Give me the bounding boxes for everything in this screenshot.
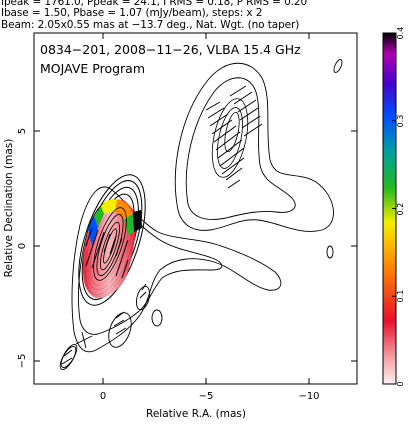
y-axis-label: Relative Declination (mas) [3, 139, 15, 278]
x-tick-label: −5 [199, 391, 214, 402]
evpa-vectors [61, 85, 263, 365]
colorbar-label: 0 [396, 381, 405, 386]
y-tick-label: −5 [17, 354, 28, 369]
colorbar-label: 0.4 [396, 27, 405, 40]
colorbar-label: 0.1 [396, 290, 405, 303]
y-tick-label: 0 [17, 243, 28, 249]
x-tick-label: −10 [298, 391, 319, 402]
y-tick-label: 5 [17, 128, 28, 134]
x-tick-label: 0 [100, 391, 106, 402]
axis-ticks [34, 33, 357, 384]
plot-subtitle: MOJAVE Program [40, 61, 145, 76]
plot-frame [33, 32, 358, 385]
header-line-3: Beam: 2.05x0.55 mas at −13.7 deg., Nat. … [1, 19, 300, 31]
colorbar-ticks [392, 32, 396, 385]
restoring-beam [60, 331, 93, 368]
colorbar-label: 0.2 [396, 203, 405, 216]
header-line-1: Ipeak = 1761.0, Ppeak = 24.1, I RMS = 0.… [1, 0, 308, 8]
header-line-2: Ibase = 1.50, Pbase = 1.07 (mJy/beam), s… [1, 7, 263, 19]
colorbar-label: 0.3 [396, 115, 405, 128]
jet-knot-contours [211, 98, 249, 178]
x-axis-label: Relative R.A. (mas) [146, 408, 246, 420]
total-intensity-contours [59, 59, 343, 370]
plot-title: 0834−201, 2008−11−26, VLBA 15.4 GHz [40, 42, 301, 57]
